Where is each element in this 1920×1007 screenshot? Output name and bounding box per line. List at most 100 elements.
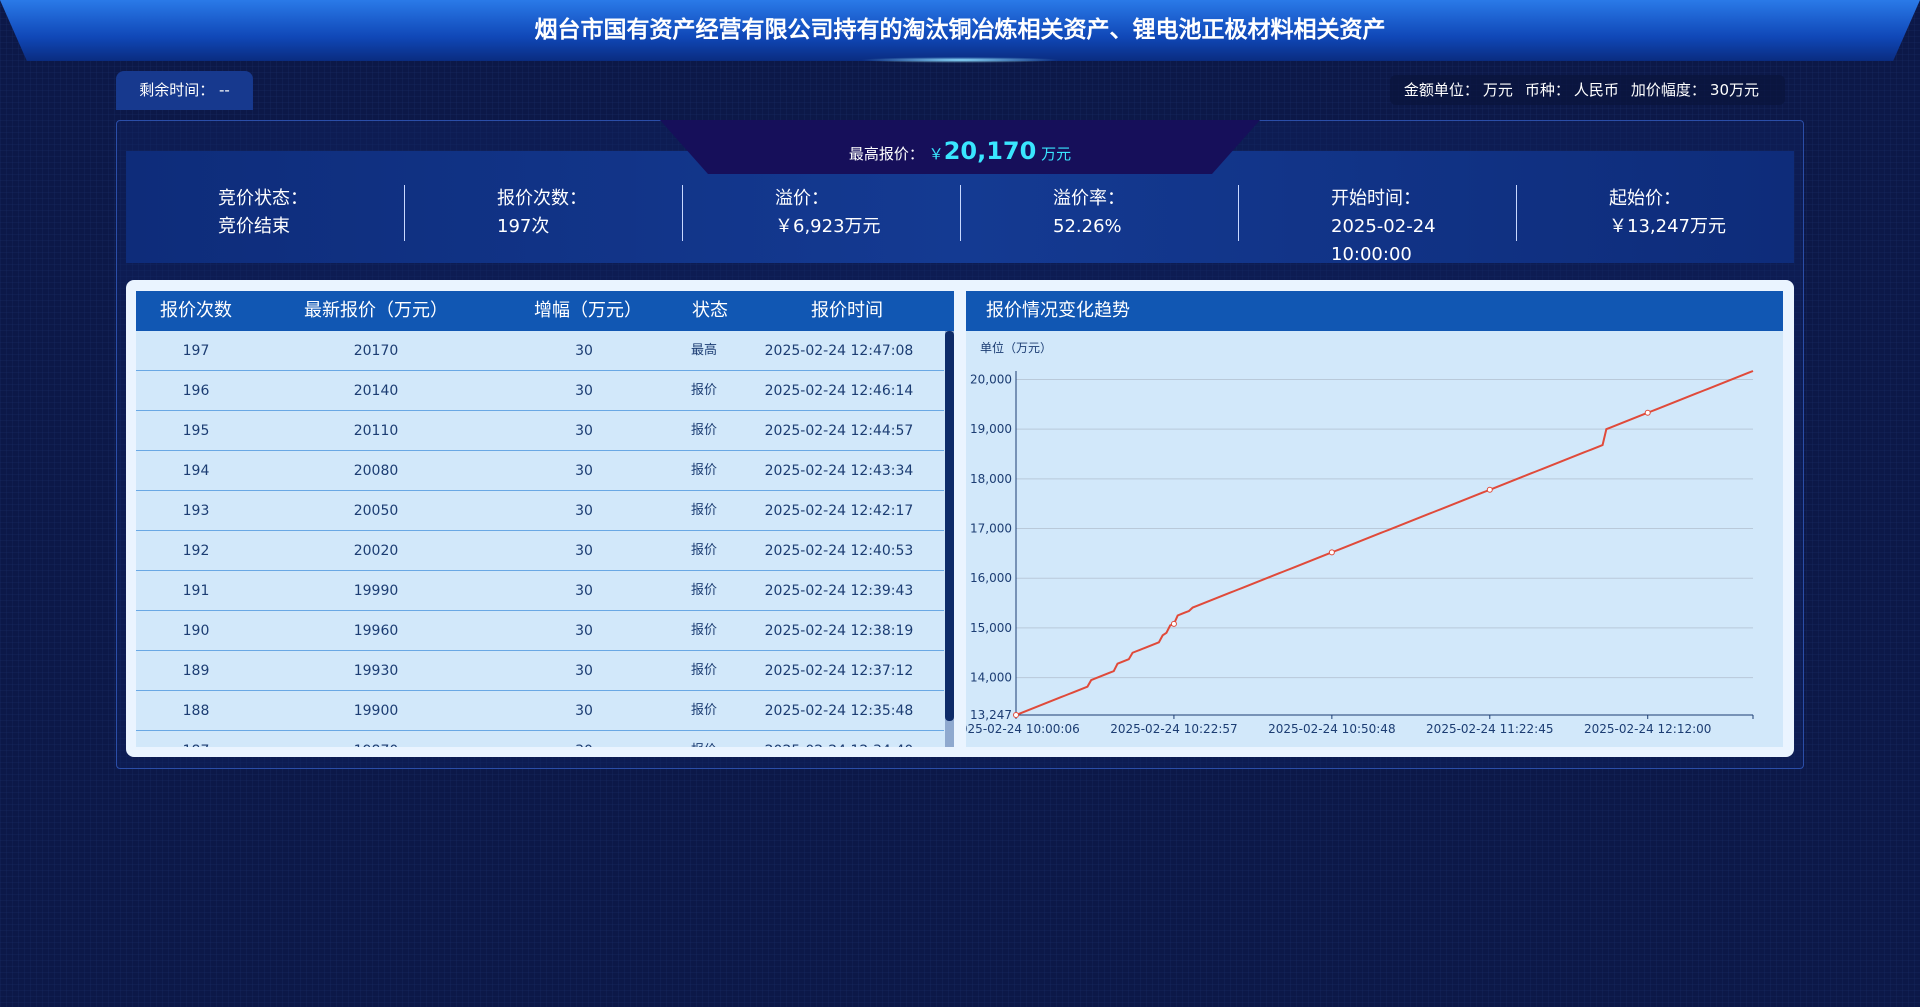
table-cell: 报价 [690, 543, 717, 558]
table-cell: 报价 [690, 703, 717, 718]
table-cell: 20080 [353, 463, 399, 479]
stat-value: 2025-02-24 10:00:00 [1331, 216, 1436, 265]
table-row: 189 19930 30 报价 2025-02-24 12:37:12 [136, 651, 944, 691]
table-cell: 30 [575, 423, 593, 439]
stat-label: 溢价： [775, 188, 829, 209]
table-cell: 2025-02-24 12:37:12 [764, 663, 914, 679]
table-cell: 19930 [353, 663, 399, 679]
info-value: 万元 [1482, 81, 1513, 99]
x-tick-label: 2025-02-24 10:22:57 [1110, 722, 1237, 736]
table-row: 197 20170 30 最高 2025-02-24 12:47:08 [136, 331, 944, 371]
info-label: 币种： [1524, 81, 1570, 99]
chart-title: 报价情况变化趋势 [986, 300, 1130, 321]
column-header: 最新报价（万元） [304, 300, 448, 321]
table-row: 190 19960 30 报价 2025-02-24 12:38:19 [136, 611, 944, 651]
table-cell: 2025-02-24 12:46:14 [764, 383, 914, 399]
table-cell: 2025-02-24 12:35:48 [764, 703, 914, 719]
glow [860, 57, 1060, 63]
stat: 起始价： ￥13,247万元 [1516, 185, 1794, 241]
title-bar: 烟台市国有资产经营有限公司持有的淘汰铜冶炼相关资产、锂电池正极材料相关资产 [0, 0, 1920, 61]
info-value: 30万元 [1709, 81, 1759, 99]
price-line [1015, 370, 1754, 716]
top-price-value: 20,170 [943, 137, 1037, 165]
table-row: 192 20020 30 报价 2025-02-24 12:40:53 [136, 531, 944, 571]
column-header: 增幅（万元） [534, 300, 642, 321]
table-row: 194 20080 30 报价 2025-02-24 12:43:34 [136, 451, 944, 491]
table-cell: 2025-02-24 12:38:19 [764, 623, 914, 639]
table-cell: 30 [494, 731, 674, 747]
chart: 单位（万元） 13,247 14,000 15,000 16,000 17,000 18,0… [966, 340, 1754, 736]
x-tick-label: 2025-02-24 11:22:45 [1426, 722, 1553, 736]
stat-label: 报价次数： [497, 188, 587, 209]
x-tick-label: 2025-02-24 12:12:00 [1584, 722, 1711, 736]
y-tick-label: 17,000 [970, 522, 1012, 536]
table-cell: 30 [575, 583, 593, 599]
table-cell: 190 [182, 623, 210, 639]
point [1328, 549, 1335, 556]
table-cell: 20020 [353, 543, 399, 559]
table-cell: 19990 [353, 583, 399, 599]
point [1170, 620, 1177, 627]
y-tick-label: 18,000 [970, 472, 1012, 486]
table-row: 193 20050 30 报价 2025-02-24 12:42:17 [136, 491, 944, 531]
table-cell: 30 [575, 343, 593, 359]
table-cell: 30 [575, 703, 593, 719]
table-cell: 189 [182, 663, 210, 679]
table-cell: 报价 [690, 623, 717, 638]
table-cell: 19870 [266, 731, 486, 747]
table-cell: 2025-02-24 12:47:08 [764, 343, 914, 359]
info-label: 金额单位： [1403, 81, 1479, 99]
stat: 溢价： ￥6,923万元 [682, 185, 960, 241]
table-cell: 报价 [690, 663, 717, 678]
stat-value: 52.26% [1053, 216, 1122, 237]
bid-table: 报价次数 最新报价（万元） 增幅（万元） 状态 报价时间 197 20170 30 最高 202… [136, 291, 954, 747]
title: 烟台市国有资产经营有限公司持有的淘汰铜冶炼相关资产、锂电池正极材料相关资产 [534, 17, 1386, 43]
info-bar: 金额单位： 万元 币种： 人民币 加价幅度： 30万元 [1389, 75, 1785, 105]
table-cell: 30 [575, 463, 593, 479]
info-label: 加价幅度： [1630, 81, 1706, 99]
stat-value: ￥13,247万元 [1609, 216, 1726, 237]
table-cell: 报价 [690, 583, 717, 598]
table-row: 188 19900 30 报价 2025-02-24 12:35:48 [136, 691, 944, 731]
table-row: 196 20140 30 报价 2025-02-24 12:46:14 [136, 371, 944, 411]
table-cell: 188 [182, 703, 210, 719]
table-cell: 20050 [353, 503, 399, 519]
table-cell: 报价 [690, 383, 717, 398]
info-value: 人民币 [1573, 81, 1619, 99]
table-cell: 30 [575, 623, 593, 639]
top-price-tab: 最高报价： ￥20,170 万元 [660, 120, 1260, 174]
table-cell: 19900 [353, 703, 399, 719]
point [1644, 409, 1651, 416]
countdown-label: 剩余时间： [139, 81, 215, 99]
y-tick-label: 19,000 [970, 422, 1012, 436]
stat-value: ￥6,923万元 [775, 216, 881, 237]
unit: 万元 [1041, 145, 1072, 163]
stat-label: 开始时间： [1331, 188, 1421, 209]
table-cell: 2025-02-24 12:44:57 [764, 423, 914, 439]
table-cell: 2025-02-24 12:43:34 [764, 463, 914, 479]
table-cell: 192 [182, 543, 210, 559]
stat: 竞价状态： 竞价结束 [126, 185, 404, 241]
table-cell: 30 [575, 543, 593, 559]
table-cell: 30 [575, 503, 593, 519]
table-cell: 2025-02-24 12:42:17 [764, 503, 914, 519]
point [1486, 486, 1493, 493]
column-header: 报价次数 [160, 300, 232, 321]
table-cell: 194 [182, 463, 210, 479]
stat-value: 197次 [497, 216, 550, 237]
scroll-thumb[interactable] [945, 331, 954, 721]
countdown-tab: 剩余时间： -- [116, 71, 253, 110]
table-row: 195 20110 30 报价 2025-02-24 12:44:57 [136, 411, 944, 451]
x-tick-label: 2025-02-24 10:00:06 [966, 722, 1080, 736]
y-tick-label: 14,000 [970, 671, 1012, 685]
table-cell: 2025-02-24 12:39:43 [764, 583, 914, 599]
table-cell: 报价 [664, 731, 744, 747]
table-cell: 196 [182, 383, 210, 399]
table-cell: 187 [136, 731, 266, 747]
table-cell: 2025-02-24 12:40:53 [764, 543, 914, 559]
table-cell: 报价 [690, 423, 717, 438]
table-row: 191 19990 30 报价 2025-02-24 12:39:43 [136, 571, 944, 611]
stat-value: 竞价结束 [218, 216, 290, 237]
